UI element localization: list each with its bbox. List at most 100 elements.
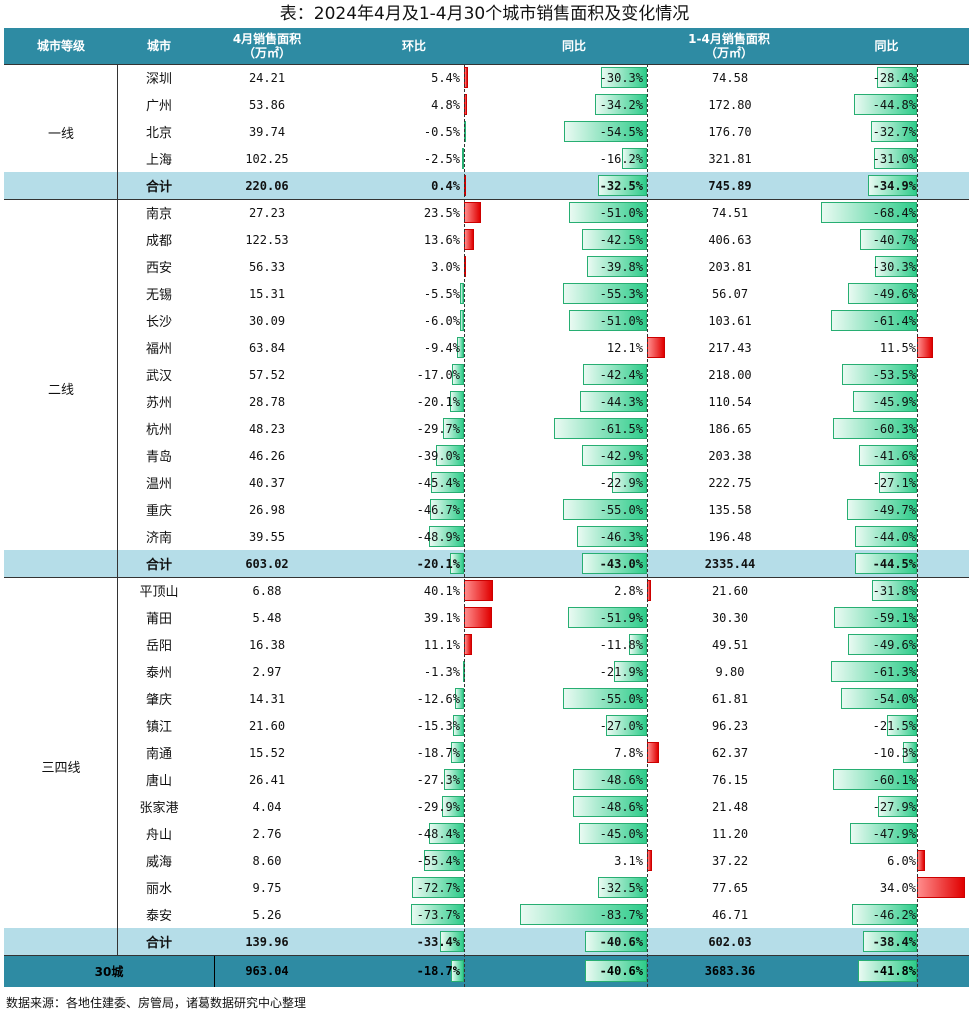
table-row: 莆田 5.48 39.1% -51.9% 30.30 -59.1% <box>4 604 969 631</box>
ytd-yoy-change: -31.0% <box>872 151 916 166</box>
ytd-yoy-change-bar <box>917 877 965 898</box>
april-area: 56.33 <box>248 259 286 274</box>
header-yoy: 同比 <box>561 39 586 53</box>
ytd-yoy-change-bar <box>854 553 917 574</box>
ytd-area: 30.30 <box>711 610 749 625</box>
yoy-change-bar <box>553 418 647 439</box>
mom-change: 39.1% <box>423 610 460 625</box>
table-row: 温州 40.37 -45.4% -22.9% 222.75 -27.1% <box>4 469 969 496</box>
tier-border <box>117 64 118 955</box>
yoy-change: -44.3% <box>599 394 643 409</box>
mom-change: -17.0% <box>416 367 460 382</box>
ytd-area: 49.51 <box>711 637 749 652</box>
table-row: 威海 8.60 -55.4% 3.1% 37.22 6.0% <box>4 847 969 874</box>
yoy-change: -40.6% <box>599 964 643 978</box>
mom-change-bar <box>442 796 464 817</box>
tier-label: 三四线 <box>4 577 118 955</box>
table-row: 肇庆 14.31 -12.6% -55.0% 61.81 -54.0% <box>4 685 969 712</box>
ytd-area: 21.60 <box>711 583 749 598</box>
yoy-change: -32.5% <box>599 178 643 193</box>
april-area: 9.75 <box>252 880 282 895</box>
mom-change: -12.6% <box>416 691 460 706</box>
ytd-yoy-change: -41.8% <box>872 964 916 978</box>
yoy-change: -42.9% <box>599 448 643 463</box>
ytd-yoy-change-bar <box>877 796 917 817</box>
mom-change: -48.9% <box>416 529 460 544</box>
yoy-change-bar <box>585 960 647 982</box>
mom-change-bar <box>449 553 464 574</box>
city-name: 上海 <box>145 153 172 168</box>
city-name: 南京 <box>145 207 172 222</box>
mom-change-bar <box>430 499 464 520</box>
yoy-change-bar <box>597 877 647 898</box>
ytd-yoy-change-bar <box>852 904 917 925</box>
mom-change-bar <box>464 580 493 601</box>
mom-change-bar <box>450 960 464 982</box>
ytd-yoy-change: -27.9% <box>872 799 916 814</box>
ytd-area: 76.15 <box>711 772 749 787</box>
mom-change: 4.8% <box>431 97 460 112</box>
ytd-yoy-change: -53.5% <box>872 367 916 382</box>
yoy-change: -42.4% <box>599 367 643 382</box>
mom-change: -45.4% <box>416 475 460 490</box>
city-name: 济南 <box>145 531 172 546</box>
mom-change: 0.4% <box>431 178 460 193</box>
ytd-area: 222.75 <box>708 475 752 490</box>
april-area: 6.88 <box>252 583 282 598</box>
ytd-area: 745.89 <box>708 178 752 193</box>
ytd-yoy-change: -34.9% <box>872 178 916 193</box>
ytd-yoy-change: -44.0% <box>872 529 916 544</box>
ytd-yoy-change-bar <box>831 661 917 682</box>
yoy-change: -54.5% <box>599 124 643 139</box>
yoy-change-bar <box>581 445 647 466</box>
ytd-yoy-change: -44.5% <box>872 556 916 571</box>
yoy-change: -55.0% <box>599 691 643 706</box>
ytd-yoy-change: -49.7% <box>872 502 916 517</box>
yoy-change: -39.8% <box>599 259 643 274</box>
table-row: 成都 122.53 13.6% -42.5% 406.63 -40.7% <box>4 226 969 253</box>
table-row: 无锡 15.31 -5.5% -55.3% 56.07 -49.6% <box>4 280 969 307</box>
table-body: 深圳 24.21 5.4% -30.3% 74.58 -28.4% 广州 53.86 4.8% -… <box>4 64 969 987</box>
april-area: 5.26 <box>252 907 282 922</box>
city-name: 北京 <box>145 126 172 141</box>
ytd-yoy-change: -68.4% <box>872 205 916 220</box>
april-area: 2.97 <box>252 664 282 679</box>
ytd-area: 56.07 <box>711 286 749 301</box>
table-row: 福州 63.84 -9.4% 12.1% 217.43 11.5% <box>4 334 969 361</box>
april-area: 15.31 <box>248 286 286 301</box>
mom-change-bar <box>457 337 464 358</box>
city-name: 武汉 <box>145 369 172 384</box>
ytd-area: 321.81 <box>708 151 752 166</box>
april-area: 48.23 <box>248 421 286 436</box>
mom-change: 11.1% <box>423 637 460 652</box>
mom-change-bar <box>464 607 493 628</box>
city-name: 泰安 <box>145 909 172 924</box>
ytd-area: 46.71 <box>711 907 749 922</box>
header-area: 4月销售面积 （万㎡） <box>232 32 302 60</box>
ytd-yoy-change-bar <box>832 418 917 439</box>
ytd-yoy-change: -32.7% <box>872 124 916 139</box>
april-area: 15.52 <box>248 745 286 760</box>
mom-change: -33.4% <box>416 934 460 949</box>
group-divider <box>4 955 969 956</box>
april-area: 24.21 <box>248 70 286 85</box>
total-label: 30城 <box>4 955 215 987</box>
ytd-yoy-change-bar <box>852 391 917 412</box>
mom-change-bar <box>435 445 464 466</box>
yoy-change: -83.7% <box>599 907 643 922</box>
header-mom: 环比 <box>401 39 426 53</box>
yoy-change: -43.0% <box>599 556 643 571</box>
april-area: 46.26 <box>248 448 286 463</box>
ytd-yoy-change: -44.8% <box>872 97 916 112</box>
header-city: 城市 <box>146 39 171 53</box>
table-row: 泰州 2.97 -1.3% -21.9% 9.80 -61.3% <box>4 658 969 685</box>
april-area: 39.55 <box>248 529 286 544</box>
ytd-yoy-change: 34.0% <box>879 880 916 895</box>
yoy-change-bar <box>563 688 647 709</box>
yoy-change-bar <box>586 256 647 277</box>
ytd-yoy-change-bar <box>917 850 926 871</box>
april-area: 4.04 <box>252 799 282 814</box>
yoy-change: -51.0% <box>599 313 643 328</box>
april-area: 139.96 <box>245 934 289 949</box>
ytd-yoy-change-bar <box>871 121 917 142</box>
